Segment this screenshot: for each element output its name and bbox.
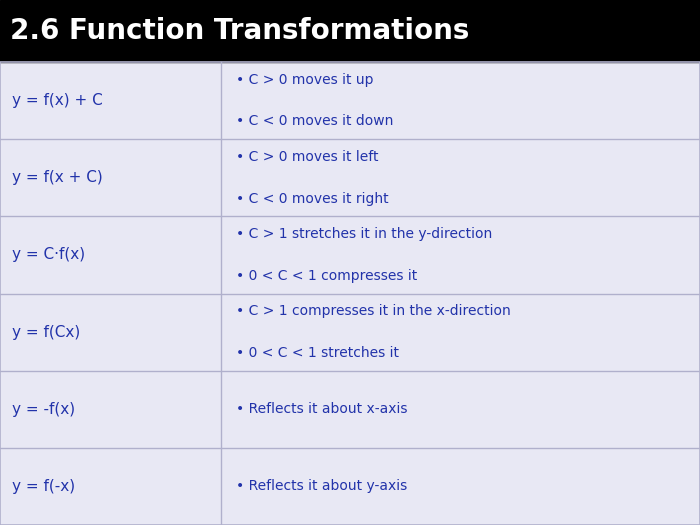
Text: • C > 0 moves it left: • C > 0 moves it left — [235, 150, 378, 164]
Text: • C > 1 compresses it in the x-direction: • C > 1 compresses it in the x-direction — [235, 304, 510, 318]
Text: • C > 0 moves it up: • C > 0 moves it up — [235, 73, 373, 87]
Text: y = C·f(x): y = C·f(x) — [12, 247, 85, 262]
Bar — [0, 0, 700, 62]
Text: y = -f(x): y = -f(x) — [12, 402, 75, 417]
Text: 2.6 Function Transformations: 2.6 Function Transformations — [10, 17, 470, 45]
Text: • C > 1 stretches it in the y-direction: • C > 1 stretches it in the y-direction — [235, 227, 491, 241]
Text: y = f(-x): y = f(-x) — [12, 479, 75, 494]
Bar — [0, 62, 700, 525]
Bar — [0, 62, 700, 525]
Text: • Reflects it about x-axis: • Reflects it about x-axis — [235, 402, 407, 416]
Text: • C < 0 moves it right: • C < 0 moves it right — [235, 192, 388, 206]
Text: • 0 < C < 1 stretches it: • 0 < C < 1 stretches it — [235, 346, 398, 360]
Text: y = f(x + C): y = f(x + C) — [12, 170, 103, 185]
Text: • Reflects it about y-axis: • Reflects it about y-axis — [235, 479, 407, 494]
Text: y = f(Cx): y = f(Cx) — [12, 324, 81, 340]
Text: y = f(x) + C: y = f(x) + C — [12, 93, 103, 108]
Text: • C < 0 moves it down: • C < 0 moves it down — [235, 114, 393, 129]
Text: • 0 < C < 1 compresses it: • 0 < C < 1 compresses it — [235, 269, 416, 283]
